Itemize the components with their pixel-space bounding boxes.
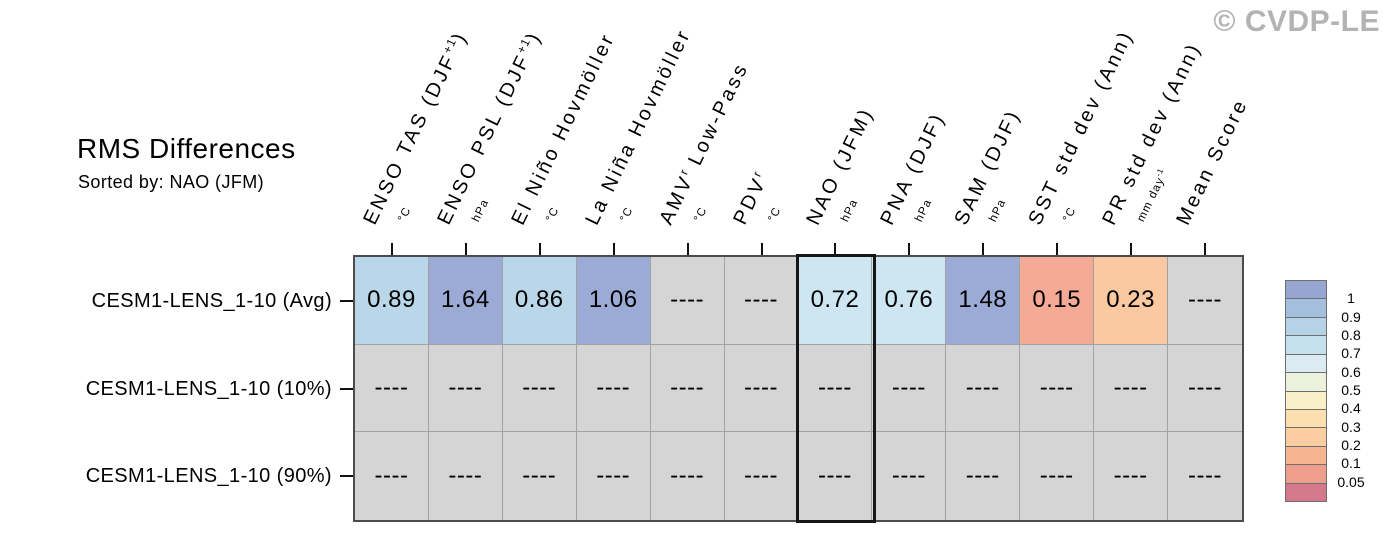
cell-r2-c4: ---- xyxy=(650,432,725,520)
column-tick xyxy=(1204,243,1207,257)
heatmap-cells: 0.89 1.64 0.86 1.06 ---- ---- 0.72 0.76 1.48 0.15… xyxy=(355,257,1242,520)
cell-r2-c11: ---- xyxy=(1168,432,1242,520)
cell-r0-c6: 0.72 xyxy=(798,257,873,345)
colorbar-tick-label: 0.8 xyxy=(1341,327,1361,343)
column-unit-label: °C xyxy=(617,204,636,224)
cell-r2-c1: ---- xyxy=(428,432,503,520)
colorbar-segment xyxy=(1286,372,1326,391)
cell-r1-c4: ---- xyxy=(650,344,725,433)
column-unit-label: °C xyxy=(396,204,414,224)
colorbar-segment xyxy=(1286,316,1326,336)
column-tick xyxy=(1056,243,1059,257)
cell-r2-c5: ---- xyxy=(724,432,799,520)
column-unit-label: °C xyxy=(543,204,562,224)
colorbar-tick-label: 0.4 xyxy=(1341,400,1361,417)
column-tick xyxy=(390,243,393,257)
cell-r2-c3: ---- xyxy=(576,432,651,520)
cell-r0-c7: 0.76 xyxy=(872,257,947,345)
colorbar-tick-label: 0.9 xyxy=(1341,308,1361,325)
column-unit-label: °C xyxy=(1061,204,1079,224)
colorbar-segment xyxy=(1286,445,1326,465)
plot-subtitle: Sorted by: NAO (JFM) xyxy=(78,172,265,192)
cell-r1-c5: ---- xyxy=(724,344,799,433)
cell-r0-c9: 0.15 xyxy=(1020,257,1095,345)
colorbar-tick-label: 0.3 xyxy=(1341,418,1361,435)
colorbar-tick-label: 1 xyxy=(1347,290,1355,307)
colorbar-tick-label: 0.2 xyxy=(1341,437,1361,453)
cell-r1-c2: ---- xyxy=(502,344,577,433)
colorbar-tick-label: 0.1 xyxy=(1341,455,1361,472)
cell-r0-c10: 0.23 xyxy=(1094,257,1169,345)
row-label: CESM1-LENS_1-10 (10%) xyxy=(85,377,332,400)
column-tick xyxy=(834,243,837,257)
cell-r1-c3: ---- xyxy=(576,344,651,433)
cell-r2-c2: ---- xyxy=(502,432,577,520)
colorbar-tick-label: 0.7 xyxy=(1341,345,1361,362)
cell-r2-c9: ---- xyxy=(1020,432,1095,520)
column-unit-label: hPa xyxy=(470,197,492,224)
cell-r1-c8: ---- xyxy=(946,344,1021,433)
colorbar-segment xyxy=(1286,390,1326,409)
column-tick xyxy=(686,243,689,257)
cell-r2-c8: ---- xyxy=(946,432,1021,520)
row-label: CESM1-LENS_1-10 (Avg) xyxy=(91,289,332,312)
copyright-watermark: © CVDP-LE xyxy=(1213,5,1380,38)
cell-r0-c11: ---- xyxy=(1168,257,1242,345)
column-unit-label: hPa xyxy=(839,197,862,224)
column-tick xyxy=(908,243,911,257)
colorbar-segment xyxy=(1286,335,1326,354)
cell-r2-c10: ---- xyxy=(1094,432,1169,520)
colorbar-tick-label: 0.6 xyxy=(1341,363,1361,380)
row-tick xyxy=(340,299,355,302)
column-header-label: SAM (DJF) xyxy=(950,105,1026,229)
cell-r0-c1: 1.64 xyxy=(428,257,503,345)
column-header-label: PDVr xyxy=(728,168,771,229)
column-header-label: NAO (JFM) xyxy=(802,103,879,229)
colorbar-segment xyxy=(1286,408,1326,428)
cell-r0-c0: 0.89 xyxy=(355,257,429,345)
cell-r2-c7: ---- xyxy=(872,432,947,520)
column-unit-label: °C xyxy=(765,204,784,224)
colorbar-segment xyxy=(1286,427,1326,446)
cell-r0-c8: 1.48 xyxy=(946,257,1021,345)
column-unit-label: hPa xyxy=(913,197,935,224)
colorbar-segment xyxy=(1286,281,1326,299)
colorbar-segment xyxy=(1286,482,1326,502)
cell-r1-c10: ---- xyxy=(1094,344,1169,433)
cell-r1-c0: ---- xyxy=(355,344,429,433)
colorbar-segment xyxy=(1286,298,1326,317)
cell-r1-c6: ---- xyxy=(798,344,873,433)
colorbar-segment xyxy=(1286,464,1326,483)
cell-r0-c2: 0.86 xyxy=(502,257,577,345)
cell-r0-c5: ---- xyxy=(724,257,799,345)
cell-r1-c1: ---- xyxy=(428,344,503,433)
column-unit-label: °C xyxy=(691,204,710,224)
colorbar xyxy=(1285,280,1327,502)
page-title: RMS Differences xyxy=(77,133,296,164)
row-tick xyxy=(340,475,355,478)
row-label: CESM1-LENS_1-10 (90%) xyxy=(85,465,332,488)
cell-r0-c4: ---- xyxy=(650,257,725,345)
cell-r2-c6: ---- xyxy=(798,432,873,520)
column-unit-label: hPa xyxy=(987,197,1009,224)
colorbar-segment xyxy=(1286,353,1326,373)
colorbar-tick-label: 0.5 xyxy=(1341,382,1361,398)
row-tick xyxy=(340,387,355,390)
cell-r0-c3: 1.06 xyxy=(576,257,651,345)
heatmap-grid: 0.89 1.64 0.86 1.06 ---- ---- 0.72 0.76 1.48 0.15… xyxy=(353,254,1244,523)
cell-r1-c7: ---- xyxy=(872,344,947,433)
column-tick xyxy=(760,243,763,257)
column-tick xyxy=(464,243,467,257)
cell-r2-c0: ---- xyxy=(355,432,429,520)
cell-r1-c9: ---- xyxy=(1020,344,1095,433)
column-tick xyxy=(612,243,615,257)
colorbar-tick-label: 0.05 xyxy=(1337,473,1365,490)
column-tick xyxy=(1130,243,1133,257)
column-header-label: PNA (DJF) xyxy=(876,108,951,229)
column-header-label: Mean Score xyxy=(1172,95,1253,229)
column-tick xyxy=(538,243,541,257)
column-tick xyxy=(982,243,985,257)
cell-r1-c11: ---- xyxy=(1168,344,1242,433)
